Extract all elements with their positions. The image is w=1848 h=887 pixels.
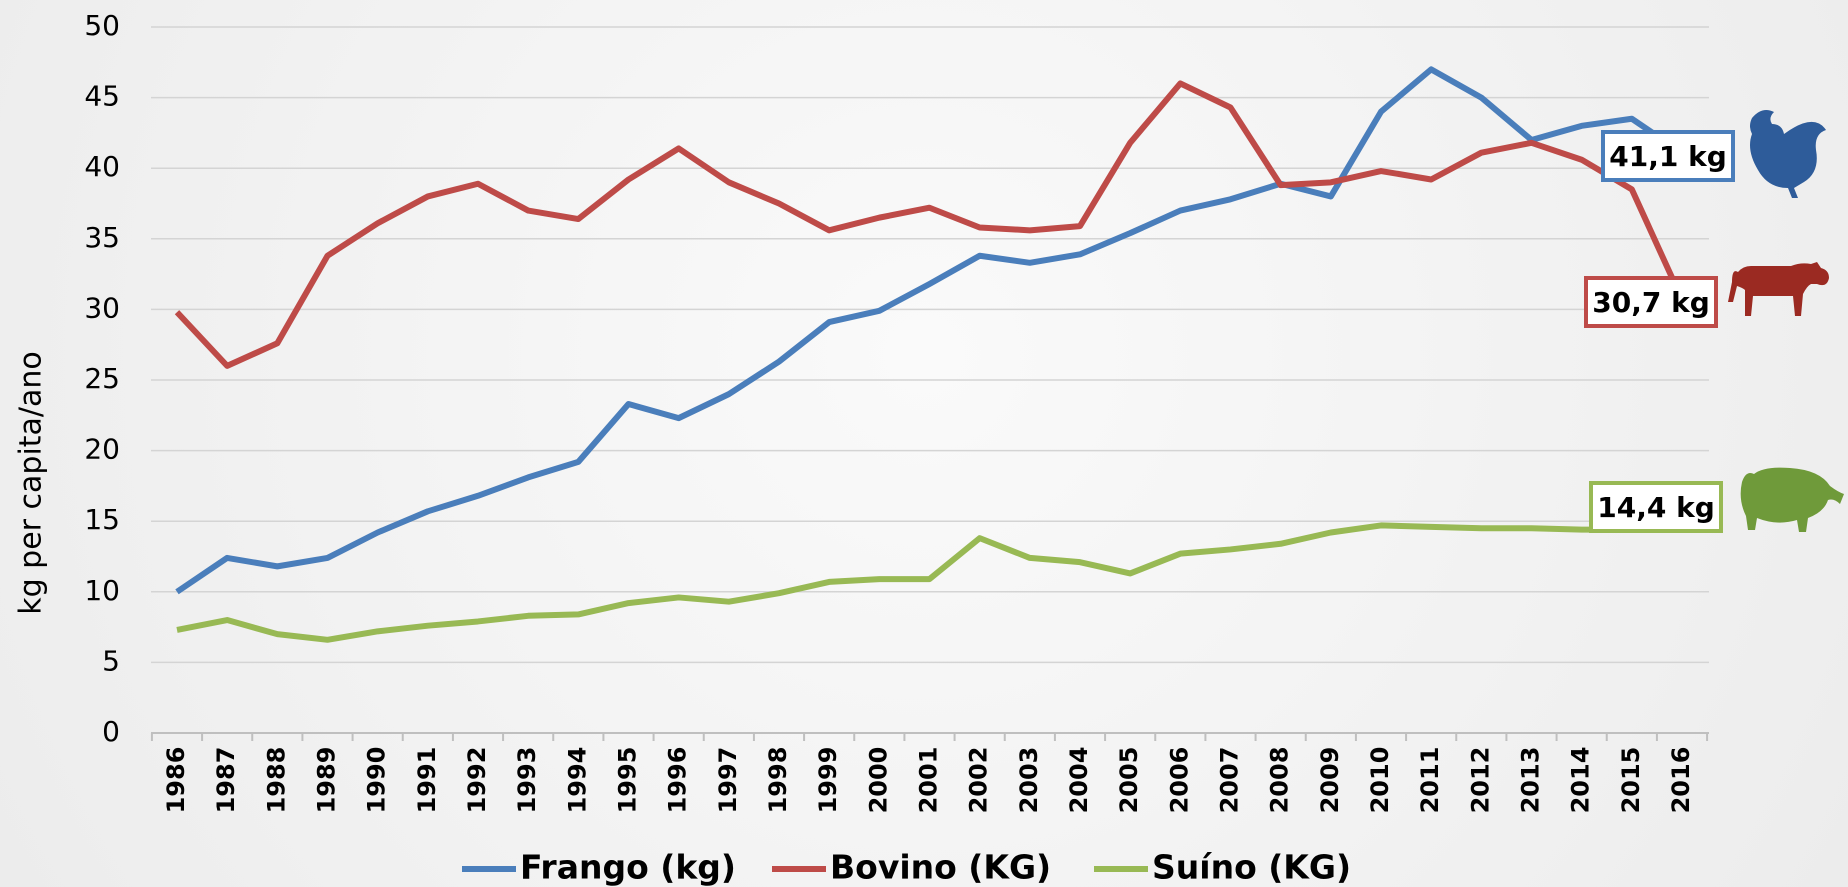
- annotation: 41,1 kg: [1609, 140, 1727, 173]
- y-tick-label: 50: [84, 9, 120, 42]
- x-tick-label: 2011: [1416, 747, 1444, 814]
- annotation: 30,7 kg: [1592, 286, 1710, 319]
- annotation-box: [1589, 481, 1723, 533]
- x-tick-label: 1994: [563, 747, 591, 814]
- annotation-box: [1584, 276, 1718, 328]
- x-tick-label: 1987: [212, 747, 240, 814]
- x-tick-label: 1990: [363, 747, 391, 814]
- y-tick-label: 20: [84, 433, 120, 466]
- x-tick-label: 2004: [1065, 747, 1093, 814]
- x-tick-label: 1997: [714, 747, 742, 814]
- x-tick-label: 1991: [413, 747, 441, 814]
- y-tick-label: 40: [84, 150, 120, 183]
- y-tick-label: 45: [84, 80, 120, 113]
- x-tick-label: 2003: [1015, 747, 1043, 814]
- y-tick-label: 5: [102, 644, 120, 677]
- x-tick-label: 1988: [262, 747, 290, 814]
- x-tick-label: 2014: [1567, 747, 1595, 814]
- x-tick-label: 1998: [764, 747, 792, 814]
- y-tick-label: 25: [84, 362, 120, 395]
- data-line: [176, 522, 1682, 643]
- x-tick-label: 1999: [814, 747, 842, 814]
- legend-label: Bovino (KG): [830, 848, 1051, 887]
- x-tick-label: 2006: [1165, 747, 1193, 814]
- x-tick-label: 2001: [915, 747, 943, 814]
- annotation-box: [1601, 130, 1735, 182]
- x-tick-label: 1992: [463, 747, 491, 814]
- y-axis-label: kg per capita/ano: [14, 351, 49, 615]
- cow-icon: [1728, 262, 1829, 316]
- x-tick-label: 1989: [313, 747, 341, 814]
- x-tick-label: 2010: [1366, 747, 1394, 814]
- legend-label: Suíno (KG): [1152, 848, 1351, 887]
- data-line: [175, 66, 1684, 595]
- y-tick-label: 35: [84, 221, 120, 254]
- pig-icon: [1740, 467, 1844, 532]
- y-tick-label: 30: [84, 291, 120, 324]
- x-tick-label: 1996: [664, 747, 692, 814]
- x-tick-label: 1995: [614, 747, 642, 814]
- x-tick-label: 2016: [1667, 747, 1695, 814]
- x-tick-label: 2002: [965, 747, 993, 814]
- y-tick-label: 15: [84, 503, 120, 536]
- x-tick-label: 2015: [1617, 747, 1645, 814]
- x-tick-label: 2008: [1266, 747, 1294, 814]
- x-tick-label: 2000: [864, 747, 892, 814]
- x-tick-label: 1986: [162, 747, 190, 814]
- x-tick-label: 2009: [1316, 747, 1344, 814]
- y-tick-label: 10: [84, 574, 120, 607]
- x-tick-label: 2005: [1115, 747, 1143, 814]
- annotation: 14,4 kg: [1597, 491, 1715, 524]
- x-tick-label: 2013: [1517, 747, 1545, 814]
- x-tick-label: 2007: [1216, 747, 1244, 814]
- x-tick-label: 2012: [1466, 747, 1494, 814]
- y-tick-label: 0: [102, 715, 120, 748]
- data-line: [174, 80, 1685, 369]
- rooster-icon: [1750, 110, 1826, 198]
- x-tick-label: 1993: [513, 747, 541, 814]
- legend-label: Frango (kg): [520, 848, 736, 887]
